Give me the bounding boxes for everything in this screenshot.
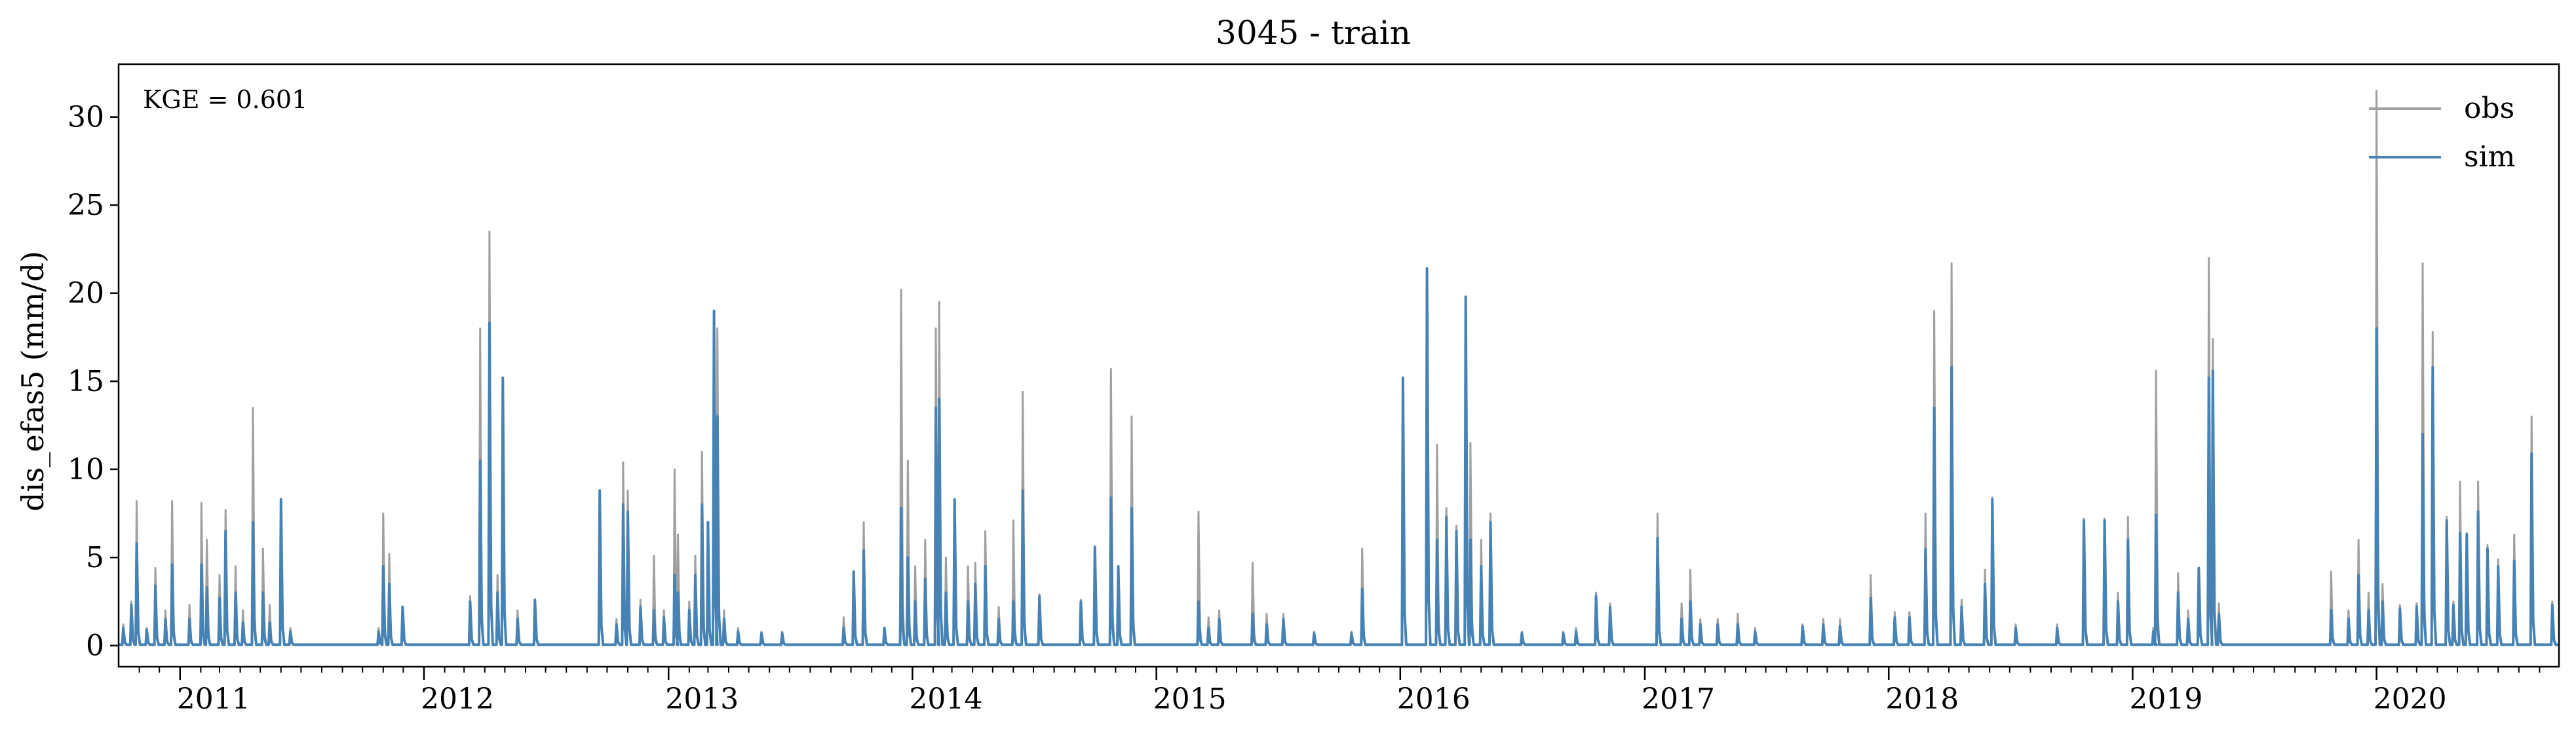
x-tick-label: 2011 bbox=[177, 682, 250, 716]
y-axis-label: dis_efas5 (mm/d) bbox=[15, 251, 50, 512]
x-tick-label: 2014 bbox=[909, 682, 982, 716]
x-tick-label: 2020 bbox=[2374, 682, 2447, 716]
legend: obs sim bbox=[2369, 92, 2515, 174]
series-line-sim bbox=[119, 267, 2559, 646]
series-line-obs bbox=[119, 89, 2559, 646]
y-tick-label: 15 bbox=[67, 365, 104, 398]
plot-frame bbox=[117, 63, 2560, 668]
y-tick-label: 30 bbox=[67, 101, 104, 134]
legend-label-sim: sim bbox=[2464, 140, 2515, 174]
x-tick-label: 2016 bbox=[1397, 682, 1471, 716]
plot-area bbox=[119, 89, 2559, 646]
y-tick-label: 25 bbox=[67, 189, 104, 222]
y-tick-label: 20 bbox=[67, 277, 104, 310]
y-tick-label: 5 bbox=[86, 541, 104, 574]
legend-label-obs: obs bbox=[2464, 92, 2514, 125]
chart-title: 3045 - train bbox=[1216, 14, 1411, 52]
x-tick-label: 2013 bbox=[665, 682, 739, 716]
y-tick-label: 10 bbox=[67, 453, 104, 487]
x-tick-label: 2015 bbox=[1153, 682, 1227, 716]
x-tick-label: 2012 bbox=[421, 682, 494, 716]
x-tick-label: 2017 bbox=[1642, 682, 1715, 716]
x-tick-label: 2018 bbox=[1885, 682, 1959, 716]
x-tick-label: 2019 bbox=[2129, 682, 2202, 716]
y-tick-label: 0 bbox=[86, 629, 104, 663]
kge-annotation: KGE = 0.601 bbox=[143, 85, 307, 114]
